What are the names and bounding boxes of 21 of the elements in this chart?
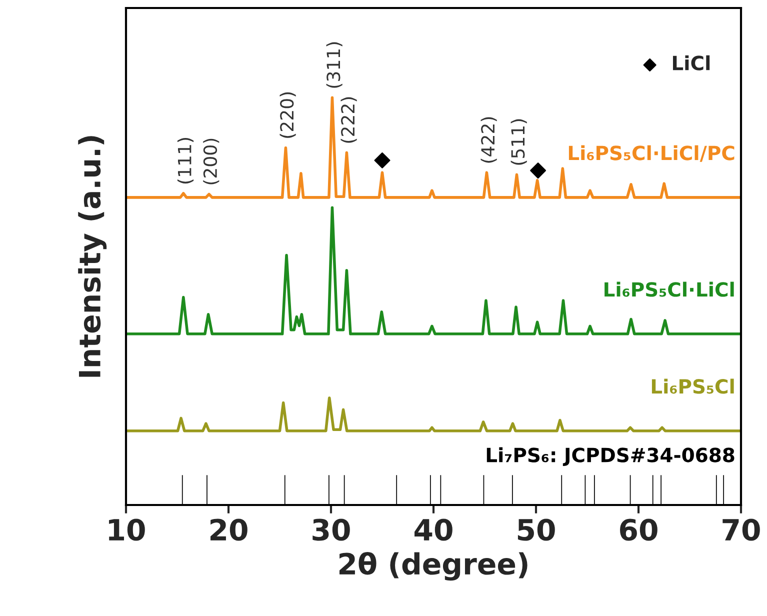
x-tick-label: 20 — [210, 518, 248, 541]
x-tick-label: 30 — [312, 518, 350, 541]
annotation: (422) — [480, 117, 497, 163]
x-tick-label: 10 — [108, 518, 145, 541]
series-label: Li₆PS₅Cl·LiCl/PC — [568, 145, 734, 162]
annotation: (111) — [177, 138, 194, 184]
x-tick-label: 60 — [620, 518, 658, 541]
x-tick-label: 50 — [518, 518, 555, 541]
annotation: (200) — [203, 138, 220, 184]
x-tick-label: 40 — [414, 518, 452, 541]
annotation: (511) — [510, 119, 527, 165]
y-axis-title: Intensity (a.u.) — [78, 136, 107, 377]
annotation: (220) — [280, 92, 296, 138]
annotation: (311) — [326, 42, 342, 88]
series-label: Li₇PS₆: JCPDS#34-0688 — [486, 447, 734, 466]
series-label: Li₆PS₅Cl — [652, 378, 734, 394]
x-axis-title: 2θ (degree) — [339, 552, 528, 581]
legend-label: LiCl — [672, 55, 710, 70]
x-tick-label: 70 — [722, 518, 760, 541]
series-label: Li₆PS₅Cl·LiCl — [604, 282, 734, 297]
annotation: (222) — [340, 97, 357, 143]
